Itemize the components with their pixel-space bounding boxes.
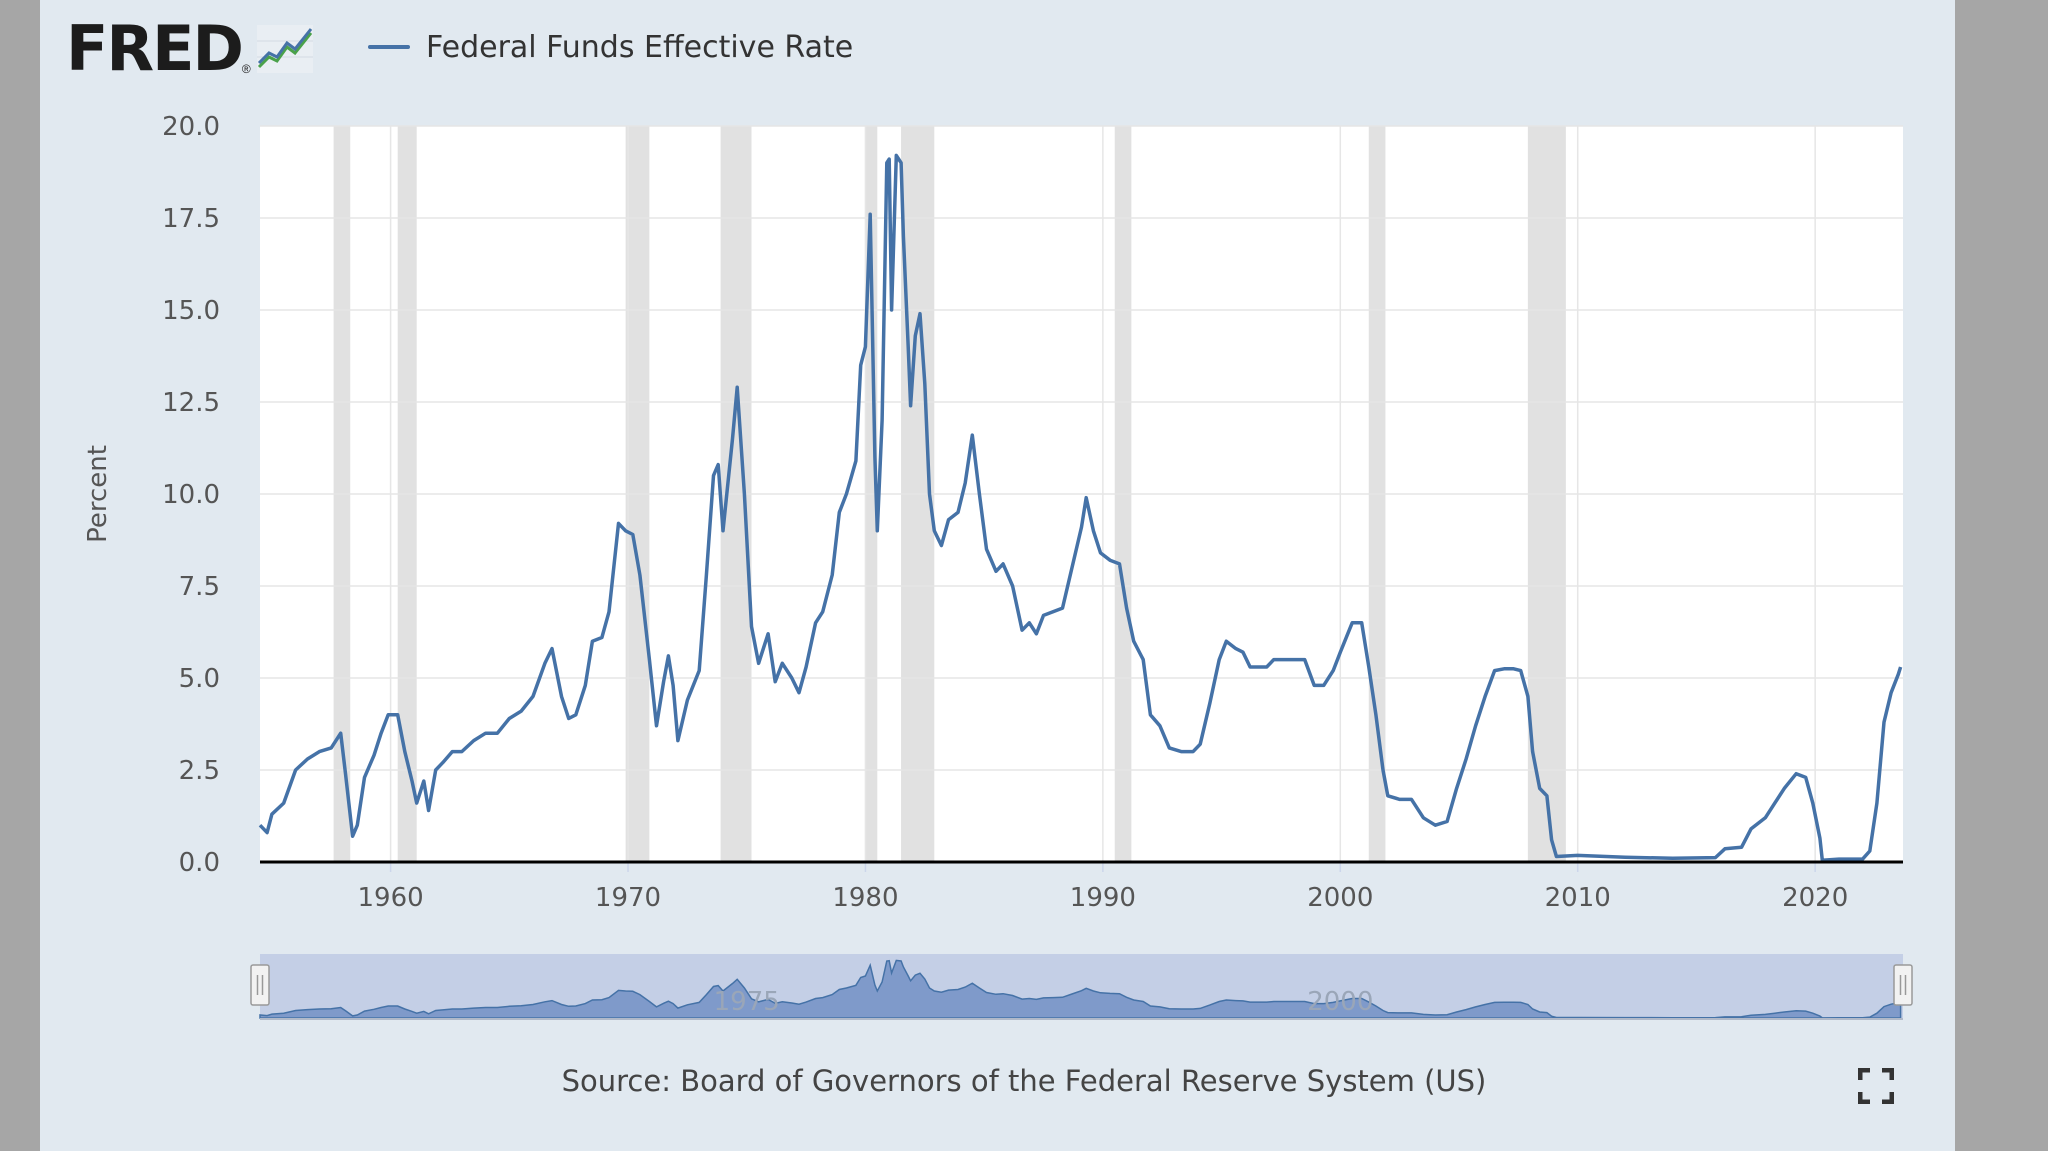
source-note: Source: Board of Governors of the Federa…	[561, 1064, 1487, 1098]
navigator-label: 1975	[714, 987, 780, 1017]
y-tick-label: 2.5	[179, 756, 220, 786]
fred-logo-text: FRED	[66, 12, 244, 85]
y-tick-label: 15.0	[162, 296, 220, 326]
y-tick-label: 10.0	[162, 480, 220, 510]
x-tick-label: 1970	[595, 883, 661, 913]
x-tick-label: 1960	[357, 883, 423, 913]
y-tick-label: 12.5	[162, 388, 220, 418]
registered-mark: ®	[241, 62, 251, 76]
legend[interactable]: Federal Funds Effective Rate	[368, 22, 853, 72]
y-tick-labels: 0.0 2.5 5.0 7.5 10.0 12.5 15.0 17.5 20.0	[162, 112, 220, 878]
x-tick-label: 2020	[1782, 883, 1848, 913]
y-tick-label: 17.5	[162, 204, 220, 234]
x-tick-labels: 1960 1970 1980 1990 2000 2010 2020	[357, 883, 1848, 913]
legend-swatch	[368, 45, 410, 49]
navigator-handle-left[interactable]	[250, 964, 270, 1006]
y-tick-label: 7.5	[179, 572, 220, 602]
fred-logo[interactable]: FRED ®	[66, 14, 315, 84]
y-tick-label: 0.0	[179, 848, 220, 878]
range-navigator[interactable]: 1975 2000	[250, 954, 1913, 1020]
x-tick-label: 1980	[832, 883, 898, 913]
navigator-handle-right[interactable]	[1893, 964, 1913, 1006]
legend-label: Federal Funds Effective Rate	[426, 29, 854, 65]
fullscreen-icon[interactable]	[1858, 1068, 1894, 1104]
x-tick-label: 1990	[1070, 883, 1136, 913]
y-tick-label: 5.0	[179, 664, 220, 694]
navigator-series	[259, 959, 1902, 1019]
navigator-label: 2000	[1307, 987, 1373, 1017]
series-line-federal-funds	[258, 153, 1903, 862]
fred-graph-icon	[256, 25, 313, 73]
gridlines	[260, 125, 1903, 872]
x-tick-label: 2010	[1545, 883, 1611, 913]
y-axis-title: Percent	[83, 445, 113, 543]
x-tick-label: 2000	[1307, 883, 1373, 913]
y-tick-label: 20.0	[162, 112, 220, 142]
